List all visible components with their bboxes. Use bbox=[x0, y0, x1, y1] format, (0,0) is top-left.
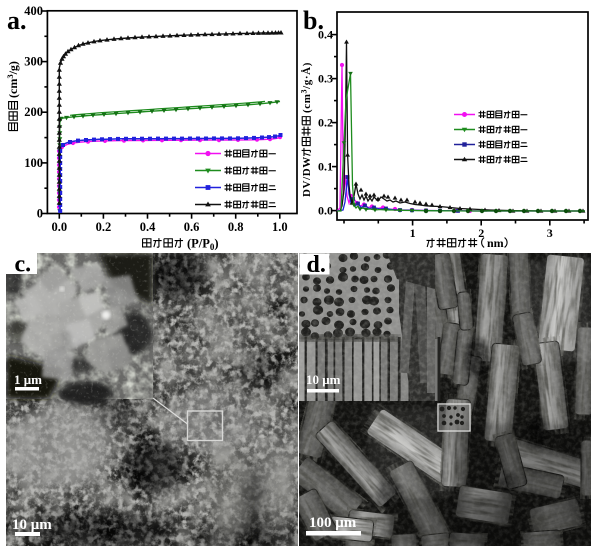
svg-text:(cm3/g): (cm3/g) bbox=[5, 61, 20, 98]
svg-text:c.: c. bbox=[15, 253, 32, 278]
svg-text:100 μm: 100 μm bbox=[309, 515, 357, 531]
svg-text:0.2: 0.2 bbox=[318, 116, 333, 130]
svg-text:a.: a. bbox=[7, 6, 27, 35]
svg-text:100: 100 bbox=[24, 156, 43, 170]
svg-text:1 μm: 1 μm bbox=[14, 372, 42, 387]
svg-text:10 μm: 10 μm bbox=[306, 372, 341, 387]
svg-text:1.0: 1.0 bbox=[272, 220, 288, 234]
svg-text:(cm3/g·Å): (cm3/g·Å) bbox=[300, 62, 313, 113]
svg-text:0: 0 bbox=[37, 207, 43, 221]
svg-text:0.8: 0.8 bbox=[228, 220, 244, 234]
svg-text:3: 3 bbox=[547, 226, 553, 240]
svg-text:2: 2 bbox=[478, 226, 484, 240]
svg-text:400: 400 bbox=[24, 4, 43, 18]
svg-text:0.6: 0.6 bbox=[184, 220, 200, 234]
svg-text:0.4: 0.4 bbox=[318, 28, 333, 42]
svg-text:nm: nm bbox=[487, 236, 504, 250]
svg-text:DV/DW: DV/DW bbox=[301, 156, 313, 197]
svg-text:b.: b. bbox=[303, 6, 324, 35]
svg-text:d.: d. bbox=[307, 253, 326, 278]
svg-text:0.1: 0.1 bbox=[318, 160, 333, 174]
svg-text:300: 300 bbox=[24, 55, 43, 69]
svg-text:1: 1 bbox=[410, 226, 416, 240]
svg-text:(P/P0): (P/P0) bbox=[187, 237, 219, 253]
svg-text:10 μm: 10 μm bbox=[12, 517, 52, 533]
svg-text:0.0: 0.0 bbox=[51, 220, 67, 234]
svg-text:0.4: 0.4 bbox=[140, 220, 156, 234]
svg-text:0.3: 0.3 bbox=[318, 72, 333, 86]
svg-text:0.0: 0.0 bbox=[318, 204, 333, 218]
svg-text:200: 200 bbox=[24, 105, 43, 119]
svg-text:0.2: 0.2 bbox=[96, 220, 112, 234]
